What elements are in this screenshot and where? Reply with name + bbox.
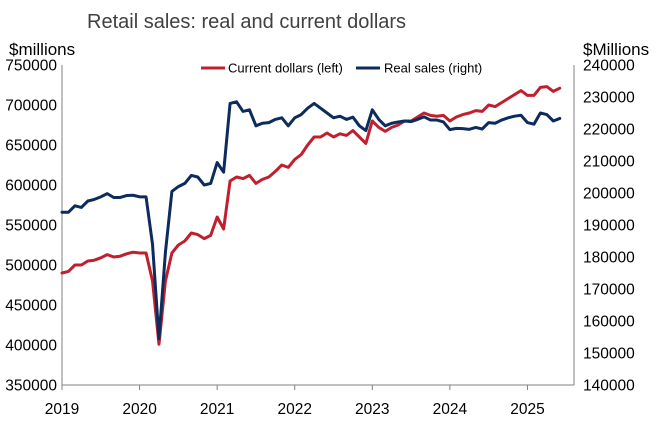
series-line-real-sales [60, 100, 562, 341]
right-y-tick-label: 150000 [583, 346, 635, 363]
left-y-axis: 750000 700000 650000 600000 550000 500000 4500… [5, 58, 63, 395]
legend: Current dollars (left) Real sales (right… [201, 61, 482, 76]
x-tick-label: 2022 [277, 401, 311, 418]
left-y-tick-label: 600000 [5, 178, 57, 195]
left-y-tick-label: 750000 [5, 58, 57, 75]
left-y-tick-label: 350000 [5, 378, 57, 395]
right-y-tick-label: 240000 [583, 58, 635, 75]
x-axis: 2019 2020 2021 2022 2023 2024 2025 [45, 384, 574, 418]
right-y-tick-label: 140000 [583, 378, 635, 395]
left-y-tick-label: 550000 [5, 218, 57, 235]
right-y-tick-label: 160000 [583, 314, 635, 331]
right-y-tick-label: 210000 [583, 154, 635, 171]
series-line-current-dollars [60, 85, 562, 346]
x-tick-label: 2019 [45, 401, 79, 418]
right-y-tick-label: 190000 [583, 218, 635, 235]
right-y-tick-label: 220000 [583, 122, 635, 139]
left-y-tick-label: 650000 [5, 138, 57, 155]
chart-title: Retail sales: real and current dollars [87, 11, 406, 33]
left-axis-unit: $millions [9, 40, 75, 59]
right-y-tick-label: 200000 [583, 186, 635, 203]
left-y-tick-label: 500000 [5, 258, 57, 275]
x-tick-label: 2021 [200, 401, 234, 418]
x-tick-label: 2025 [510, 401, 544, 418]
plot-area [60, 85, 562, 346]
x-tick-label: 2023 [355, 401, 389, 418]
x-tick-label: 2024 [433, 401, 468, 418]
right-y-axis: 240000 230000 220000 210000 200000 190000 1800… [573, 58, 635, 395]
right-y-tick-label: 170000 [583, 282, 635, 299]
left-y-tick-label: 450000 [5, 298, 57, 315]
right-axis-unit: $Millions [583, 40, 649, 59]
legend-label-real-sales: Real sales (right) [384, 61, 482, 76]
legend-label-current-dollars: Current dollars (left) [228, 61, 343, 76]
right-y-tick-label: 180000 [583, 250, 635, 267]
left-y-tick-label: 400000 [5, 338, 57, 355]
right-y-tick-label: 230000 [583, 90, 635, 107]
x-tick-label: 2020 [122, 401, 157, 418]
left-y-tick-label: 700000 [5, 98, 57, 115]
